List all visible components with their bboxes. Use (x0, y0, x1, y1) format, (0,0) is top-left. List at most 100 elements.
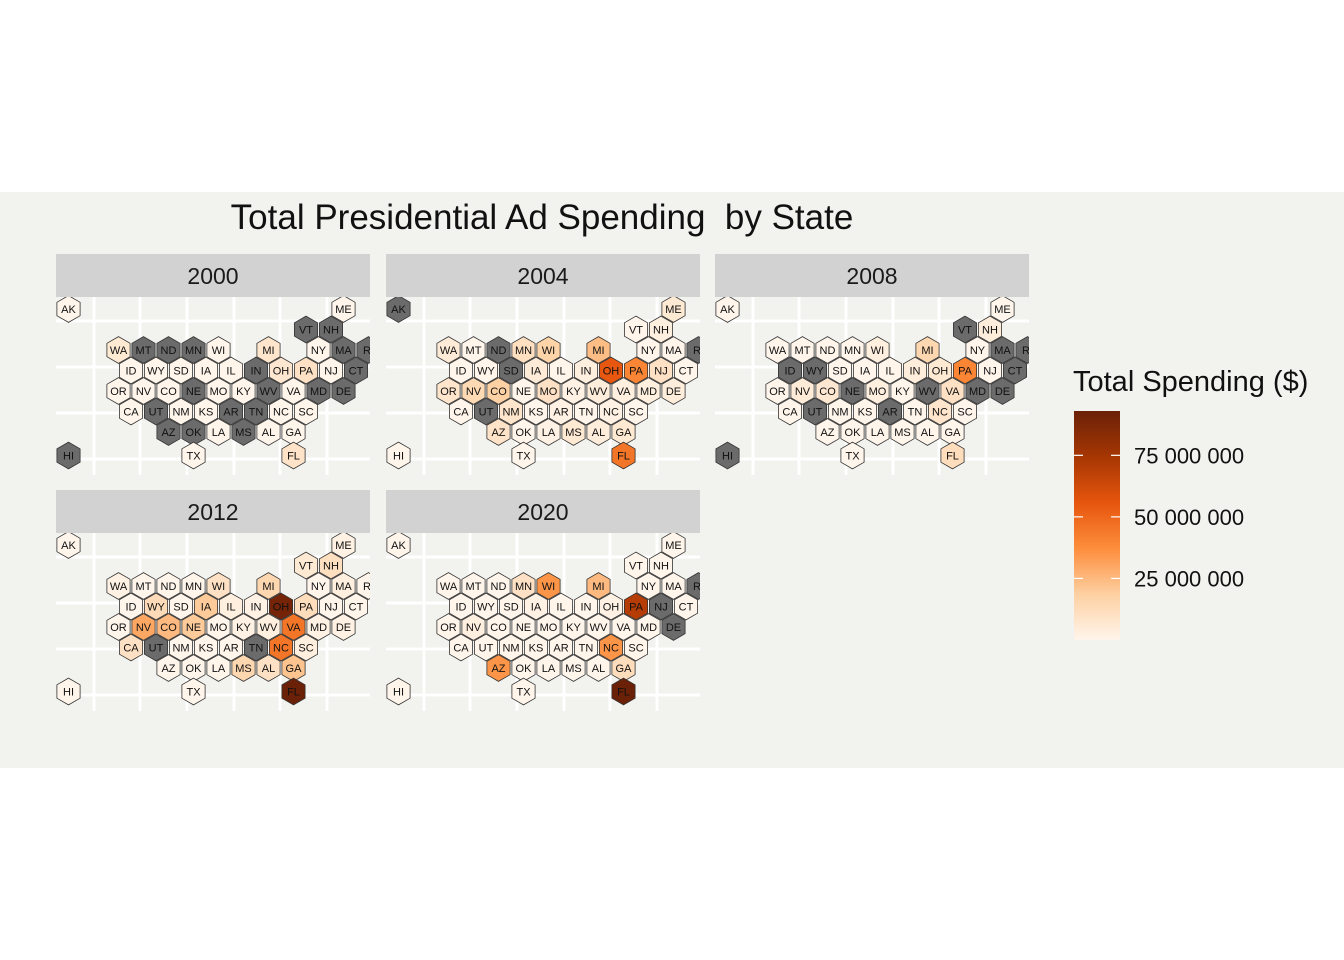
hex-sd (499, 592, 524, 621)
hex-ny (306, 336, 331, 364)
state-label: NE (186, 386, 201, 398)
hex-nm (169, 397, 194, 426)
hex-wa (765, 336, 790, 364)
state-label: WI (212, 345, 225, 357)
state-label: OK (186, 427, 203, 439)
state-label: RI (693, 581, 700, 593)
hex-hi (56, 677, 81, 706)
hex-ne (181, 377, 206, 405)
state-label: LA (542, 663, 556, 675)
hex-tx (511, 441, 536, 470)
state-label: NH (653, 325, 669, 337)
hex-ct (343, 356, 369, 385)
hex-ms (231, 654, 256, 682)
state-label: CT (349, 366, 364, 378)
hex-tn (573, 633, 599, 662)
colorbar (1074, 411, 1120, 640)
state-label: GA (286, 427, 303, 439)
hex-nh (977, 315, 1003, 344)
hex-nc (268, 397, 294, 426)
hex-id (449, 592, 473, 621)
state-label: WI (542, 581, 555, 593)
state-label: OR (769, 386, 786, 398)
state-label: AZ (491, 427, 505, 439)
state-label: IL (885, 366, 894, 378)
state-label: MN (515, 345, 532, 357)
hex-va (940, 377, 965, 405)
hex-wy (144, 356, 168, 385)
hex-me (661, 533, 686, 559)
state-label: VA (287, 622, 302, 634)
state-label: IA (531, 602, 542, 614)
state-label: OK (186, 663, 203, 675)
hex-de (661, 613, 686, 641)
hex-wy (474, 592, 498, 621)
hex-ia (852, 356, 878, 385)
hex-tx (181, 441, 206, 470)
chart-title: Total Presidential Ad Spending by State (230, 198, 854, 237)
hex-nm (499, 633, 524, 662)
hex-va (611, 613, 636, 641)
state-label: MA (665, 581, 682, 593)
hex-ne (511, 377, 536, 405)
state-label: SC (298, 407, 313, 419)
state-label: OH (603, 366, 620, 378)
hex-pa (623, 592, 649, 621)
hex-wy (144, 592, 168, 621)
hex-ak (386, 533, 411, 559)
state-label: IL (226, 602, 235, 614)
hex-nd (815, 336, 840, 364)
hex-nv (790, 377, 815, 405)
state-label: NY (311, 581, 327, 593)
state-label: WI (212, 581, 225, 593)
state-label: WI (542, 345, 555, 357)
state-label: OR (440, 622, 457, 634)
hex-ky (890, 377, 915, 405)
facet-strip-label: 2004 (386, 254, 700, 297)
facet-2008: 2008 AK ME VT NH WA MT ND MN WI MI NY MA RI ID WY SD IA IL… (715, 254, 1029, 475)
hex-al (256, 654, 281, 682)
hex-sd (499, 356, 524, 385)
hex-mt (131, 336, 156, 364)
state-label: NC (273, 643, 289, 655)
state-label: ME (665, 304, 682, 316)
facet-strip-label: 2008 (715, 254, 1029, 297)
state-label: FL (617, 451, 630, 463)
state-label: MD (640, 622, 657, 634)
state-label: SD (503, 602, 518, 614)
hex-de (331, 613, 356, 641)
state-label: TN (249, 407, 264, 419)
state-label: SD (173, 602, 188, 614)
state-label: GA (945, 427, 962, 439)
hex-mn (511, 336, 536, 364)
hex-or (765, 377, 790, 405)
state-label: TN (579, 407, 594, 419)
hex-pa (293, 356, 319, 385)
state-label: AR (882, 407, 897, 419)
state-label: LA (212, 663, 226, 675)
hex-al (586, 418, 611, 446)
state-label: TX (186, 451, 201, 463)
hex-al (586, 654, 611, 682)
state-label: LA (871, 427, 885, 439)
hex-mt (461, 572, 486, 600)
facet-map: AK ME VT NH WA MT ND MN WI MI NY MA RI ID WY SD IA IL IN OH… (386, 297, 700, 475)
state-label: MD (640, 386, 657, 398)
hex-mo (865, 377, 890, 405)
state-label: MN (185, 345, 202, 357)
hex-ut (474, 397, 498, 426)
hex-ut (144, 397, 168, 426)
hex-ca (449, 633, 473, 662)
state-label: CT (679, 602, 694, 614)
state-label: RI (693, 345, 700, 357)
state-label: MD (310, 386, 327, 398)
state-label: DE (666, 622, 681, 634)
hex-id (119, 356, 143, 385)
legend-colorbar: 25 000 000 50 000 000 75 000 000 (1074, 411, 1244, 640)
hex-wi (206, 572, 231, 600)
hex-or (106, 377, 131, 405)
hex-az (815, 418, 840, 446)
state-label: IN (581, 366, 592, 378)
state-label: KS (199, 407, 214, 419)
hex-fl (611, 441, 636, 470)
